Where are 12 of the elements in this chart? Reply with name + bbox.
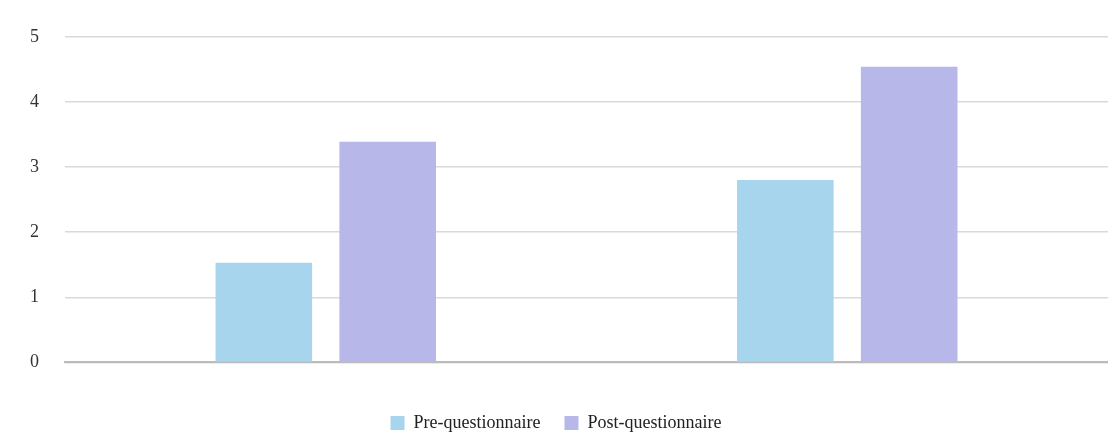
y-tick-label: 4 (30, 90, 39, 111)
y-tick-label: 3 (30, 155, 39, 176)
y-tick-label: 0 (30, 351, 39, 372)
legend-label: Post-questionnaire (587, 411, 722, 432)
y-tick-label: 5 (30, 25, 39, 46)
bar (339, 141, 436, 362)
bar (860, 66, 958, 362)
legend-label: Pre-questionnaire (413, 411, 541, 432)
y-tick-label: 1 (30, 286, 39, 307)
y-tick-label: 2 (30, 220, 39, 241)
bar (215, 262, 313, 362)
bar (737, 180, 834, 362)
